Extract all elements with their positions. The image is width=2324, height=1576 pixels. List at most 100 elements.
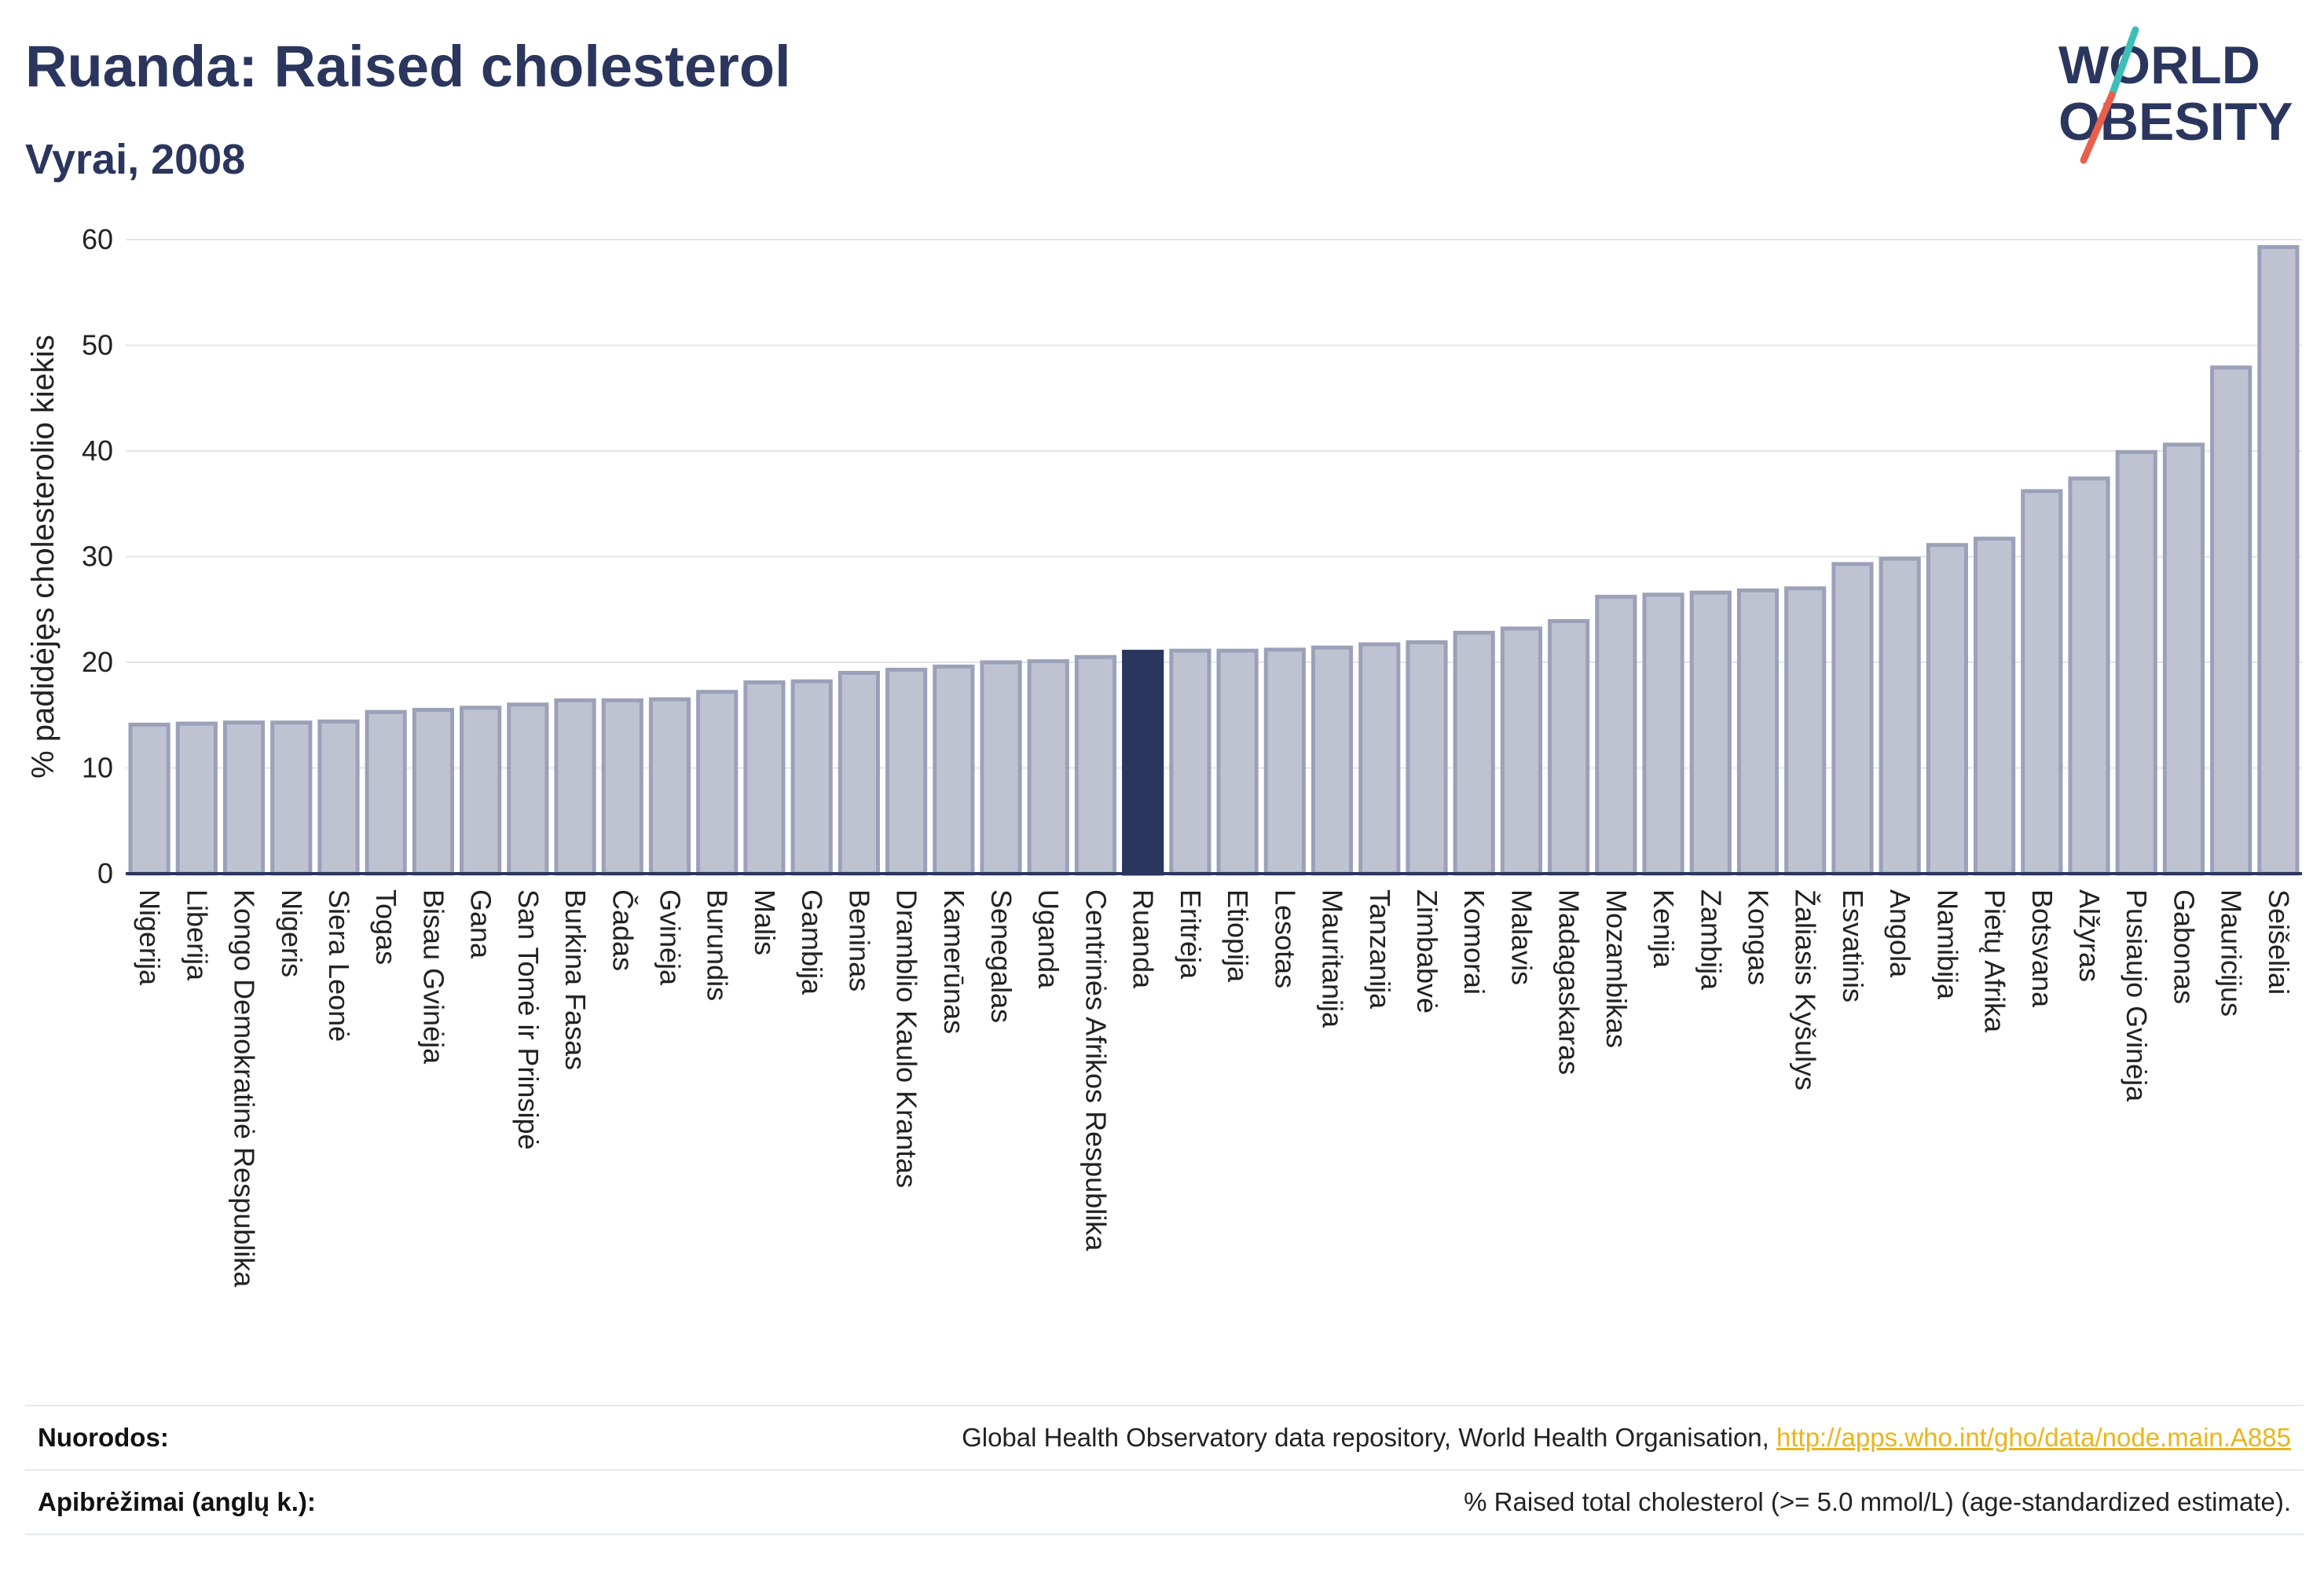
bar — [1736, 588, 1780, 876]
bar — [1358, 642, 1401, 876]
x-tick-label: Zambija — [1695, 889, 1727, 991]
x-tick-label: Pusiaujo Gvinėja — [2121, 889, 2153, 1102]
x-tick-label: Senegalas — [985, 889, 1017, 1023]
bar — [1500, 626, 1542, 876]
x-tick-label: Siera Leonė — [323, 889, 355, 1042]
bar — [1689, 590, 1732, 876]
x-tick-label: Gabonas — [2168, 889, 2200, 1004]
sources-row: Nuorodos: Global Health Observatory data… — [25, 1405, 2304, 1469]
y-tick-label: 40 — [82, 434, 113, 467]
x-tick-label: Esvatinis — [1837, 889, 1869, 1002]
bar — [128, 722, 170, 876]
page-subtitle: Vyrai, 2008 — [25, 136, 246, 183]
definitions-value: % Raised total cholesterol (>= 5.0 mmol/… — [1464, 1487, 2291, 1516]
world-obesity-logo-graphic: WORLD OBESITY — [2058, 26, 2293, 164]
x-tick-label: Nigeris — [276, 889, 308, 977]
bar — [2162, 442, 2205, 876]
x-tick-label: Kamerūnas — [938, 889, 970, 1034]
x-tick-label: Eritrėja — [1175, 889, 1207, 980]
x-tick-label: Malavis — [1505, 889, 1538, 985]
x-tick-label: Čadas — [607, 889, 639, 971]
bar — [1926, 543, 1968, 876]
x-tick-label: Žaliasis Kyšulys — [1790, 889, 1822, 1090]
y-tick-label: 10 — [82, 752, 113, 784]
x-tick-label: Gvinėja — [654, 889, 687, 986]
y-tick-label: 20 — [82, 646, 113, 678]
bar — [317, 719, 360, 876]
x-tick-label: Kongas — [1743, 889, 1775, 985]
bar — [2115, 449, 2157, 876]
bar — [790, 679, 833, 876]
bar — [1216, 648, 1259, 876]
x-tick-label: Gambija — [796, 889, 828, 995]
bar — [2210, 365, 2253, 876]
bar — [696, 690, 739, 876]
bar — [648, 697, 691, 876]
definitions-label: Apibrėžimai (anglų k.): — [38, 1487, 316, 1516]
x-tick-label: Burkina Fasas — [559, 889, 592, 1070]
bar-chart-svg: 0 10 20 30 40 50 60 % padidėjęs cholesterolio k… — [26, 223, 2302, 1288]
x-tick-label: Centrinės Afrikos Respublika — [1080, 889, 1112, 1252]
sources-link[interactable]: http://apps.who.int/gho/data/node.main.A… — [1776, 1423, 2291, 1452]
bar — [2257, 244, 2300, 876]
bar — [365, 709, 407, 876]
bar-chart: 0 10 20 30 40 50 60 % padidėjęs cholesterolio k… — [0, 196, 2324, 1391]
bar — [838, 670, 880, 876]
sources-text: Global Health Observatory data repositor… — [962, 1423, 1777, 1452]
x-tick-label: Etiopija — [1222, 889, 1254, 983]
definitions-row: Apibrėžimai (anglų k.): % Raised total c… — [25, 1469, 2304, 1535]
bar — [1879, 556, 1921, 876]
bar — [1784, 586, 1827, 876]
x-tick-label: Uganda — [1032, 889, 1065, 989]
x-tick-label: Malis — [749, 889, 781, 955]
x-tick-label: San Tomė ir Prinsipė — [512, 889, 544, 1150]
bar — [1027, 659, 1069, 876]
x-tick-label: Zimbabvė — [1411, 889, 1443, 1013]
world-obesity-logo[interactable]: WORLD OBESITY — [2043, 20, 2310, 170]
y-tick-label: 50 — [82, 329, 113, 361]
bar — [460, 706, 502, 876]
y-tick-label: 0 — [97, 857, 113, 889]
x-tick-label: Madagaskaras — [1553, 889, 1585, 1075]
y-axis-label: % padidėjęs cholesterolio kiekis — [26, 335, 60, 779]
x-tick-label: Mauricijus — [2216, 889, 2248, 1017]
x-tick-label: Tanzanija — [1364, 889, 1396, 1010]
bar — [1548, 619, 1590, 876]
bar — [1263, 647, 1306, 876]
logo-slash-top — [2108, 26, 2139, 99]
x-tick-label: Beninas — [843, 889, 875, 991]
x-tick-label: Burundis — [702, 889, 734, 1001]
logo-slash-bottom — [2080, 91, 2116, 164]
bar — [933, 664, 975, 876]
bar — [743, 680, 786, 876]
x-tick-label: Lesotas — [1269, 889, 1301, 988]
bar — [412, 708, 455, 876]
bar — [175, 721, 218, 876]
x-tick-label: Ruanda — [1127, 889, 1160, 989]
x-tick-label: Kongo Demokratinė Respublika — [229, 889, 261, 1288]
x-tick-label: Komorai — [1458, 889, 1490, 995]
x-tick-label: Mauritanija — [1317, 889, 1349, 1028]
logo-line1: WORLD — [2058, 35, 2260, 95]
bar — [1074, 654, 1117, 876]
x-tick-label: Nigerija — [134, 889, 166, 986]
bar — [554, 698, 596, 876]
x-tick-label: Namibija — [1931, 889, 1963, 1000]
x-tick-label: Dramblio Kaulo Krantas — [891, 889, 923, 1188]
x-tick-label: Togas — [370, 889, 402, 965]
y-tick-label: 60 — [82, 223, 113, 255]
x-tick-label: Seišeliai — [2263, 889, 2295, 995]
bar — [2021, 489, 2063, 876]
bar — [507, 702, 549, 876]
bar — [1453, 630, 1495, 876]
bar — [1831, 562, 1874, 876]
bar — [1169, 648, 1211, 876]
bar — [1310, 645, 1354, 876]
bar — [270, 720, 313, 876]
sources-label: Nuorodos: — [38, 1423, 169, 1452]
page-title: Ruanda: Raised cholesterol — [25, 34, 791, 99]
x-tick-label: Angola — [1884, 889, 1916, 978]
bar — [885, 667, 928, 876]
bar — [2068, 476, 2110, 876]
bar — [1974, 537, 2016, 876]
